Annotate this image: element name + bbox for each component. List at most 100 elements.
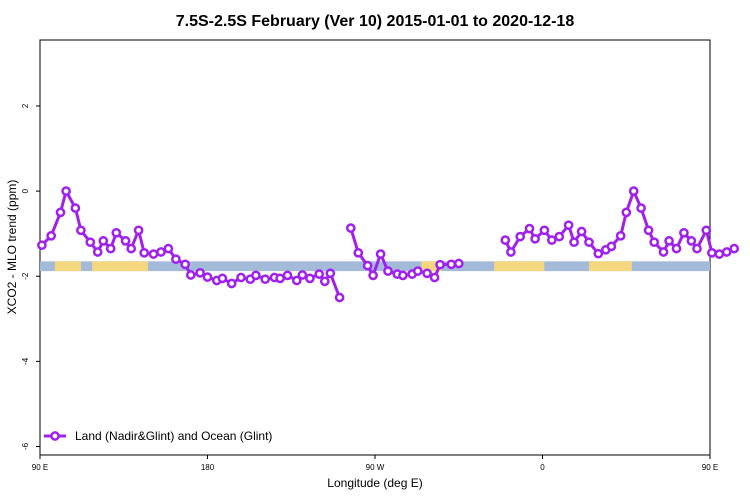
x-axis: 90 E 180 90 W 0 90 E xyxy=(32,455,718,472)
data-point xyxy=(76,225,86,236)
data-point xyxy=(260,274,271,285)
data-point xyxy=(133,225,144,236)
data-point xyxy=(707,247,717,258)
data-point xyxy=(714,249,725,259)
data-point xyxy=(61,186,71,196)
data-point xyxy=(70,203,81,213)
x-axis-label: Longitude (deg E) xyxy=(327,476,422,490)
data-point xyxy=(37,240,47,251)
x-tick-label: 180 xyxy=(201,463,215,472)
chart-title: 7.5S-2.5S February (Ver 10) 2015-01-01 t… xyxy=(176,13,575,30)
data-point xyxy=(111,227,122,238)
data-point xyxy=(105,243,116,254)
land-strip-segment xyxy=(589,261,632,272)
data-point xyxy=(563,220,574,231)
data-point xyxy=(515,231,526,242)
data-point xyxy=(692,243,702,254)
data-point xyxy=(435,259,445,270)
series-line xyxy=(40,189,342,299)
data-point xyxy=(383,266,393,276)
y-axis: 2 0 -2 -4 -6 xyxy=(21,103,40,450)
data-point xyxy=(368,270,378,281)
data-point xyxy=(721,247,732,257)
land-strip-segment xyxy=(92,261,148,272)
data-point xyxy=(85,237,96,248)
data-point xyxy=(282,270,293,281)
data-point xyxy=(314,269,325,279)
legend: Land (Nadir&Glint) and Ocean (Glint) xyxy=(44,429,272,443)
data-point xyxy=(636,203,646,213)
data-point xyxy=(375,249,386,259)
data-point xyxy=(275,273,285,284)
data-point xyxy=(530,233,540,244)
data-point xyxy=(148,249,159,259)
data-point xyxy=(606,241,617,252)
data-point xyxy=(251,270,261,281)
data-point xyxy=(628,186,639,196)
data-point xyxy=(353,247,364,258)
data-point xyxy=(701,225,712,236)
data-point xyxy=(46,230,57,241)
data-point xyxy=(422,268,432,279)
data-point xyxy=(446,259,457,270)
data-point xyxy=(98,236,109,246)
data-point xyxy=(649,237,660,248)
data-point xyxy=(92,247,103,257)
y-tick-label: 0 xyxy=(21,188,30,193)
series-line xyxy=(503,189,735,256)
data-point xyxy=(156,247,166,257)
data-point xyxy=(319,276,330,287)
data-point xyxy=(202,272,213,282)
data-point xyxy=(163,243,174,254)
data-point xyxy=(291,275,302,286)
data-point xyxy=(180,259,191,270)
data-point xyxy=(453,258,464,269)
data-point xyxy=(398,270,408,281)
data-point xyxy=(195,267,205,278)
land-strip-segment xyxy=(494,261,545,272)
land-strip-segment xyxy=(54,261,81,272)
data-point xyxy=(546,235,557,245)
x-tick-label: 0 xyxy=(540,463,545,472)
x-tick-label: 90 W xyxy=(366,463,385,472)
land-strip-segment xyxy=(421,261,442,272)
data-point xyxy=(615,230,626,241)
y-tick-label: -4 xyxy=(21,357,30,365)
legend-marker xyxy=(50,431,60,441)
data-point xyxy=(506,247,516,257)
data-point xyxy=(671,243,682,254)
data-point xyxy=(554,231,565,242)
data-point xyxy=(429,272,440,283)
data-point xyxy=(686,236,697,246)
data-point xyxy=(539,225,550,236)
y-tick-label: -2 xyxy=(21,272,30,280)
data-point xyxy=(679,227,689,238)
data-point xyxy=(345,223,356,233)
y-tick-label: 2 xyxy=(21,103,30,108)
data-point xyxy=(729,243,740,254)
data-point xyxy=(325,268,336,279)
data-point xyxy=(569,237,579,248)
data-point xyxy=(185,270,196,280)
legend-label: Land (Nadir&Glint) and Ocean (Glint) xyxy=(75,429,272,443)
data-point xyxy=(643,225,654,236)
data-point xyxy=(658,247,669,257)
data-point xyxy=(297,270,308,280)
x-tick-label: 90 E xyxy=(702,463,718,472)
data-point xyxy=(126,243,137,254)
data-point xyxy=(412,266,423,276)
series-layer xyxy=(37,186,740,303)
data-point xyxy=(55,207,66,218)
data-point xyxy=(664,236,674,246)
data-point xyxy=(305,273,315,284)
data-point xyxy=(217,273,228,284)
data-point xyxy=(524,223,535,234)
y-axis-label: XCO2 - MLO trend (ppm) xyxy=(5,180,19,315)
data-point xyxy=(621,207,632,218)
data-point xyxy=(236,272,246,283)
x-tick-label: 90 E xyxy=(32,463,48,472)
data-point xyxy=(334,292,345,303)
y-tick-label: -6 xyxy=(21,442,30,450)
data-point xyxy=(500,235,511,245)
